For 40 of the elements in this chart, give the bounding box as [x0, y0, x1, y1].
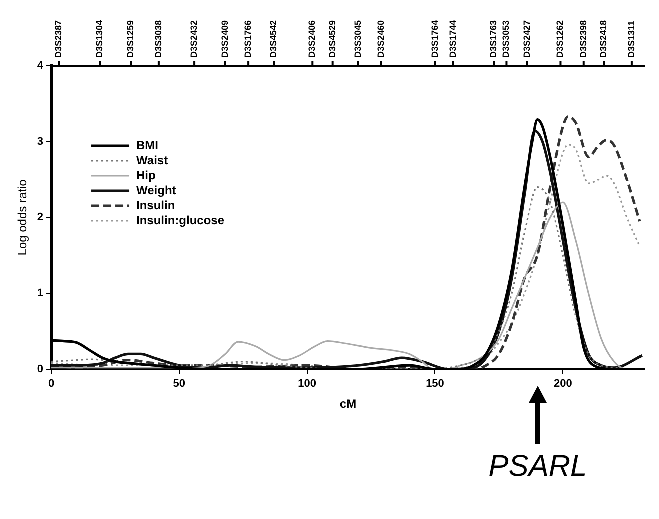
y-tick-label: 1: [37, 288, 44, 300]
text: PSARL: [488, 450, 588, 484]
x-tick-label: 150: [426, 378, 444, 390]
text: D3S2409: [220, 20, 230, 58]
x-tick-label: 50: [173, 378, 186, 390]
text: D3S2398: [578, 20, 588, 58]
y-tick-label: 2: [37, 212, 44, 224]
text: D3S2460: [376, 20, 386, 58]
text: D3S4529: [327, 20, 338, 58]
legend-label: Hip: [136, 168, 156, 182]
text: D3S3038: [153, 20, 164, 58]
legend-label: Insulin: [136, 198, 176, 212]
text: D3S2418: [598, 20, 609, 58]
text: D3S1311: [626, 20, 636, 58]
x-axis-title: cM: [340, 397, 357, 412]
text: D3S2432: [189, 20, 200, 58]
y-tick-label: 0: [37, 363, 44, 376]
text: D3S1744: [448, 20, 458, 58]
y-tick-label: 3: [37, 136, 44, 148]
legend-label: Waist: [136, 153, 168, 168]
text: D3S1304: [94, 20, 105, 58]
text: D3S3053: [501, 20, 512, 58]
legend-label: Weight: [136, 183, 176, 198]
x-tick-label: 100: [298, 378, 317, 390]
text: D3S2406: [307, 20, 318, 58]
text: D3S1764: [430, 20, 440, 58]
text: D3S4542: [268, 20, 279, 58]
legend-label: Insulin:glucose: [136, 213, 225, 228]
text: D3S3045: [352, 20, 363, 58]
text: D3S1262: [555, 20, 566, 58]
text: D3S2427: [522, 20, 532, 58]
legend-label: BMI: [136, 138, 159, 152]
text: D3S1766: [243, 20, 254, 58]
y-axis-title: Log odds ratio: [16, 179, 30, 256]
x-tick-label: 0: [48, 378, 55, 390]
y-tick-label: 4: [37, 60, 44, 72]
text: D3S1259: [126, 20, 136, 58]
x-tick-label: 200: [554, 378, 572, 390]
text: D3S2387: [54, 20, 64, 58]
text: D3S1763: [488, 20, 499, 58]
